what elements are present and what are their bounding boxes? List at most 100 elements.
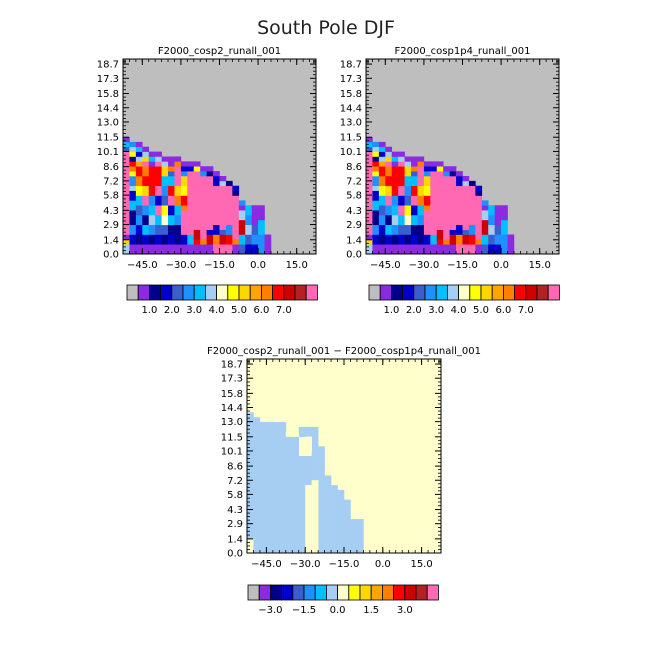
heatmap-cell: [378, 141, 386, 148]
heatmap-cell: [129, 185, 137, 191]
heatmap-cell: [161, 166, 169, 177]
heatmap-cell: [135, 215, 143, 226]
colorbar-swatch: [458, 284, 471, 301]
heatmap-cell: [238, 200, 246, 206]
heatmap-cell: [366, 239, 373, 245]
heatmap-cell: [372, 200, 380, 211]
heatmap-cell: [148, 176, 156, 187]
heatmap-cell: [219, 180, 227, 187]
colorbar-swatch: [325, 584, 338, 601]
heatmap-cell: [378, 224, 386, 235]
heatmap-cell: [411, 224, 418, 235]
heatmap-cell: [245, 244, 252, 255]
heatmap-cell: [398, 156, 405, 162]
colorbar-swatch: [148, 284, 161, 301]
x-tick-label: 0.0: [493, 260, 509, 271]
heatmap-cell: [372, 171, 380, 177]
difference-cell: [305, 456, 312, 486]
heatmap-cell: [232, 229, 240, 240]
heatmap-cell: [135, 234, 143, 245]
heatmap-cell: [174, 166, 182, 177]
heatmap-cell: [366, 141, 373, 148]
colorbar-swatch: [525, 284, 538, 301]
difference-cell: [350, 519, 364, 554]
heatmap-cell: [417, 205, 425, 216]
heatmap-cell: [481, 234, 489, 245]
heatmap-cell: [462, 185, 470, 230]
colorbar-swatch: [258, 584, 271, 601]
colorbar-swatch: [370, 584, 383, 601]
heatmap-cell: [174, 234, 182, 245]
colorbar-label: 2.0: [164, 305, 180, 316]
y-tick-label: 2.9: [346, 220, 362, 231]
heatmap-cell: [161, 234, 169, 245]
heatmap-cell: [372, 190, 380, 201]
y-tick-label: 4.3: [103, 206, 119, 217]
heatmap-cell: [391, 224, 399, 235]
heatmap-cell: [245, 234, 252, 245]
heatmap-cell: [142, 156, 150, 162]
colorbar-swatch: [281, 584, 294, 601]
heatmap-cell: [219, 185, 227, 230]
heatmap-cell: [168, 161, 175, 167]
y-tick-label: 18.7: [340, 60, 362, 71]
colorbar-swatch: [193, 284, 206, 301]
colorbar-swatch: [294, 284, 307, 301]
heatmap-cell: [475, 229, 483, 240]
heatmap-cell: [148, 205, 156, 216]
colorbar-swatch: [368, 284, 381, 301]
heatmap-cell: [378, 185, 386, 196]
heatmap-cell: [385, 205, 393, 216]
colorbar-swatch: [249, 284, 262, 301]
heatmap-cell: [404, 176, 412, 187]
heatmap-cell: [245, 224, 252, 235]
heatmap-cell: [142, 224, 150, 235]
heatmap-cell: [423, 176, 431, 187]
heatmap-cell: [258, 205, 265, 221]
heatmap-cell: [168, 156, 175, 162]
heatmap-cell: [187, 161, 195, 167]
colorbar-swatch: [547, 284, 560, 301]
y-tick-label: 0.0: [227, 549, 243, 560]
heatmap-cell: [385, 156, 393, 162]
x-tick-label: −30.0: [166, 260, 197, 271]
heatmap-cell: [372, 234, 380, 245]
heatmap-cell: [148, 156, 156, 162]
panel-title: F2000_cosp2_runall_001: [158, 46, 281, 57]
difference-gap: [311, 480, 319, 554]
y-tick-label: 17.3: [97, 74, 119, 85]
heatmap-cell: [468, 180, 476, 187]
heatmap-cell: [411, 195, 418, 206]
heatmap-cell: [251, 244, 259, 255]
heatmap-cell: [142, 146, 150, 152]
y-tick-label: 1.4: [346, 235, 362, 246]
y-tick-label: 10.1: [97, 147, 119, 158]
heatmap-cell: [148, 215, 156, 226]
heatmap-cell: [391, 176, 399, 187]
heatmap-cell: [423, 161, 431, 167]
y-tick-label: 11.5: [340, 133, 362, 144]
heatmap-cell: [391, 234, 399, 245]
heatmap-cell: [174, 215, 182, 226]
colorbar-swatch: [160, 284, 173, 301]
difference-cell: [247, 412, 254, 539]
heatmap-cell: [423, 234, 431, 245]
colorbar-label: −1.5: [292, 605, 316, 616]
heatmap-cell: [180, 205, 188, 211]
colorbar-swatch: [314, 584, 327, 601]
heatmap-cell: [168, 234, 175, 245]
heatmap-cell: [180, 185, 188, 196]
heatmap-cell: [129, 190, 137, 201]
heatmap-cell: [456, 185, 463, 226]
heatmap-cell: [155, 156, 162, 162]
heatmap-cell: [219, 244, 227, 255]
heatmap-cell: [161, 161, 169, 167]
heatmap-cell: [148, 234, 156, 245]
heatmap-cell: [372, 185, 380, 191]
panel-3: F2000_cosp2_runall_001 − F2000_cosp1p4_r…: [207, 346, 481, 616]
heatmap-cell: [378, 176, 386, 187]
heatmap-cell: [411, 234, 418, 245]
heatmap-cell: [129, 234, 137, 245]
colorbar-swatch: [415, 584, 428, 601]
heatmap-cell: [193, 229, 201, 240]
